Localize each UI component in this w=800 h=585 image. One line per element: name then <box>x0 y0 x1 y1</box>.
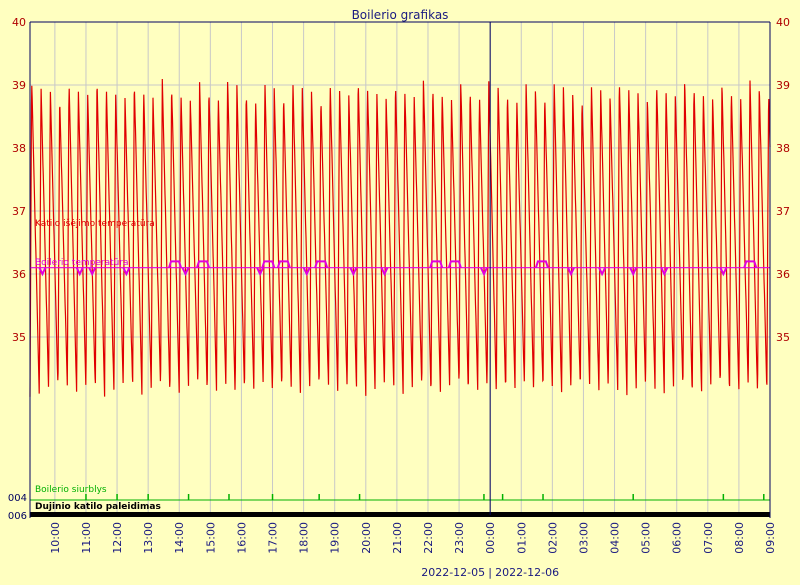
boiler-temperature-dip <box>122 267 131 277</box>
x-tick-label: 18:00 <box>298 522 311 554</box>
x-tick-label: 00:00 <box>484 522 497 554</box>
x-tick-label: 14:00 <box>173 522 186 554</box>
chart-title: Boilerio grafikas <box>352 8 449 22</box>
boiler-temperature-bump <box>429 260 444 269</box>
boiler-temperature-dip <box>660 267 669 277</box>
y-tick-label-left: 40 <box>12 16 26 29</box>
boiler-temperature-dip <box>349 267 358 277</box>
boiler-temperature-bump <box>447 260 462 269</box>
boiler-temperature-dip <box>629 267 638 277</box>
y-tick-label-left: 36 <box>12 268 26 281</box>
y-tick-label-right: 35 <box>776 331 790 344</box>
y-tick-label-left: 35 <box>12 331 26 344</box>
x-tick-label: 02:00 <box>546 522 559 554</box>
boiler-temperature-bump <box>743 260 758 269</box>
boiler-temperature-dip <box>38 267 47 277</box>
x-tick-label: 04:00 <box>609 522 622 554</box>
x-tick-label: 19:00 <box>329 522 342 554</box>
boiler-temperature-bump <box>314 260 329 269</box>
boiler-temperature-dip <box>256 267 264 277</box>
y-tick-label-left: 39 <box>12 79 26 92</box>
x-tick-label: 05:00 <box>640 522 653 554</box>
y-tick-label-right: 36 <box>776 268 790 281</box>
boiler-temperature-bump <box>261 260 276 269</box>
boiler-temperature-bump <box>534 260 549 269</box>
x-tick-label: 21:00 <box>391 522 404 554</box>
boiler-temperature-bump <box>196 260 210 269</box>
y-tick-label-right: 38 <box>776 142 790 155</box>
y-tick-label-right: 37 <box>776 205 790 218</box>
date-separator: | <box>488 566 492 579</box>
x-tick-label: 15:00 <box>204 522 217 554</box>
boiler-temperature-dip <box>598 267 607 277</box>
series-label-boiler-temperature: Boilerio temperatūra <box>35 258 129 268</box>
boiler-temperature-dip <box>181 267 190 277</box>
series-label-pump: Boilerio siurblys <box>35 485 107 495</box>
x-tick-label: 01:00 <box>515 522 528 554</box>
x-tick-label: 03:00 <box>577 522 590 554</box>
x-tick-label: 22:00 <box>422 522 435 554</box>
boiler-temperature-dip <box>380 267 389 277</box>
date-left: 2022-12-05 <box>421 566 485 579</box>
labels: 35 35 36 36 37 37 38 38 39 39 40 40 10:00 11:00 12:00 1… <box>8 16 790 579</box>
x-tick-label: 20:00 <box>360 522 373 554</box>
boiler-temperature-bump <box>276 260 291 269</box>
x-tick-label: 23:00 <box>453 522 466 554</box>
axes <box>29 21 771 518</box>
boiler-start-axis-label: 006 <box>8 511 27 522</box>
pump-axis-label: 004 <box>8 493 27 504</box>
boiler-temperature-dip <box>567 267 575 277</box>
x-tick-label: 09:00 <box>764 522 777 554</box>
series-label-boiler-start: Dujinio katilo paleidimas <box>35 502 161 512</box>
boiler-temperature-dip <box>75 267 84 277</box>
y-tick-label-left: 37 <box>12 205 26 218</box>
series-layer <box>29 78 771 517</box>
boiler-temperature-dip <box>302 267 311 277</box>
y-tick-label-right: 40 <box>776 16 790 29</box>
date-right: 2022-12-06 <box>495 566 559 579</box>
y-tick-label-right: 39 <box>776 79 790 92</box>
x-tick-label: 07:00 <box>702 522 715 554</box>
boiler-temperature-dip <box>480 267 488 277</box>
x-tick-label: 13:00 <box>142 522 155 554</box>
boiler-temperature-bump <box>168 260 182 269</box>
x-tick-label: 08:00 <box>733 522 746 554</box>
x-tick-label: 12:00 <box>111 522 124 554</box>
y-tick-label-left: 38 <box>12 142 26 155</box>
x-tick-label: 10:00 <box>49 522 62 554</box>
x-tick-label: 16:00 <box>235 522 248 554</box>
series-boiler-start-bar <box>30 512 770 517</box>
boiler-temperature-dip <box>719 267 728 277</box>
x-tick-label: 11:00 <box>80 522 93 554</box>
series-label-boiler-outlet: Katilo išėjimo temperatūra <box>35 218 155 229</box>
x-tick-label: 06:00 <box>671 522 684 554</box>
boiler-temperature-dip <box>88 267 97 277</box>
x-tick-label: 17:00 <box>267 522 280 554</box>
